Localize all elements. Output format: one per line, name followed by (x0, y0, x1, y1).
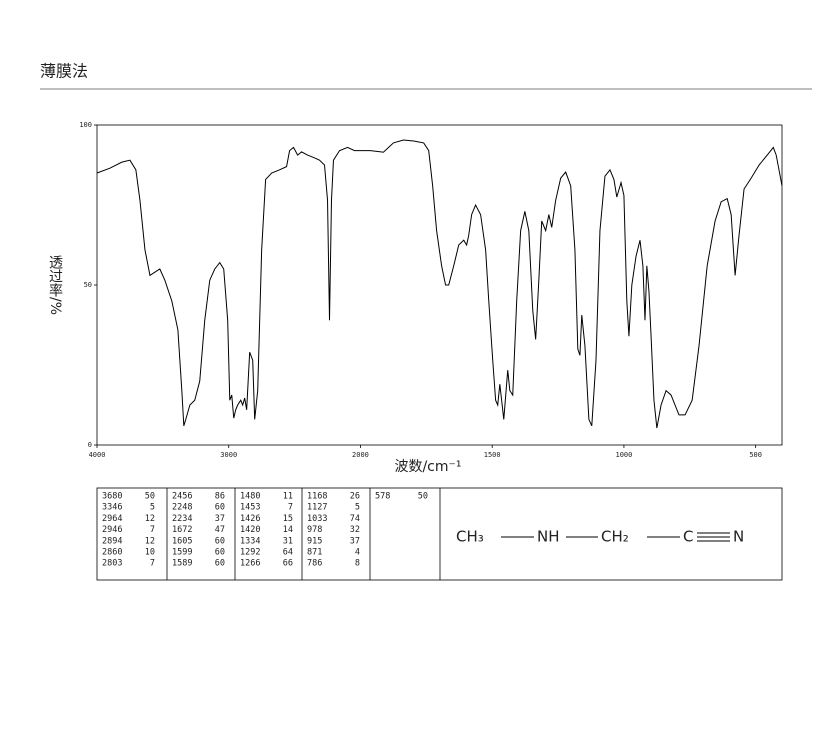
peak-transmittance: 60 (215, 548, 225, 558)
formula-group: N (733, 528, 744, 546)
peak-transmittance: 12 (145, 536, 155, 546)
y-tick-label: 100 (79, 121, 92, 129)
peak-transmittance: 15 (283, 514, 293, 524)
peak-wavenumber: 1426 (240, 514, 260, 524)
peak-transmittance: 31 (283, 536, 293, 546)
peak-transmittance: 26 (350, 492, 360, 502)
peak-transmittance: 4 (355, 548, 360, 558)
peak-wavenumber: 2964 (102, 514, 122, 524)
peak-wavenumber: 1266 (240, 559, 260, 569)
peak-transmittance: 60 (215, 503, 225, 513)
peak-transmittance: 74 (350, 514, 360, 524)
peak-transmittance: 14 (283, 525, 293, 535)
peak-wavenumber: 1334 (240, 536, 260, 546)
peak-wavenumber: 871 (307, 548, 322, 558)
peak-transmittance: 10 (145, 548, 155, 558)
page-title: 薄膜法 (40, 62, 88, 81)
peak-wavenumber: 1589 (172, 559, 192, 569)
peak-wavenumber: 1605 (172, 536, 192, 546)
spectrum-line (96, 139, 783, 429)
y-tick-label: 50 (84, 281, 92, 289)
x-tick-label: 3000 (220, 451, 237, 459)
peak-wavenumber: 1292 (240, 548, 260, 558)
peak-wavenumber: 2803 (102, 559, 122, 569)
formula-group: C (683, 528, 693, 546)
x-tick-label: 500 (749, 451, 762, 459)
peak-wavenumber: 3680 (102, 492, 122, 502)
peak-wavenumber: 1033 (307, 514, 327, 524)
peak-wavenumber: 578 (375, 492, 390, 502)
peak-wavenumber: 915 (307, 536, 322, 546)
peak-transmittance: 5 (355, 503, 360, 513)
peak-transmittance: 7 (150, 559, 155, 569)
peak-wavenumber: 2860 (102, 548, 122, 558)
peak-transmittance: 37 (215, 514, 225, 524)
peak-wavenumber: 2248 (172, 503, 192, 513)
x-tick-label: 2000 (352, 451, 369, 459)
x-tick-label: 1500 (484, 451, 501, 459)
peak-transmittance: 8 (355, 559, 360, 569)
peak-wavenumber: 1168 (307, 492, 327, 502)
peak-transmittance: 50 (145, 492, 155, 502)
x-tick-label: 1000 (615, 451, 632, 459)
table-dividers (166, 488, 441, 580)
peak-transmittance: 37 (350, 536, 360, 546)
peak-transmittance: 64 (283, 548, 293, 558)
plot-frame (96, 124, 783, 446)
x-axis-label: 波数/cm⁻¹ (394, 459, 461, 475)
peak-wavenumber: 2946 (102, 525, 122, 535)
peak-transmittance: 60 (215, 536, 225, 546)
x-tick-label: 4000 (89, 451, 106, 459)
peak-wavenumber: 1672 (172, 525, 192, 535)
formula-group: NH (537, 528, 560, 546)
peak-transmittance: 60 (215, 559, 225, 569)
formula-group: CH₃ (456, 528, 484, 546)
peak-wavenumber: 1599 (172, 548, 192, 558)
y-tick-label: 0 (88, 441, 92, 449)
peak-transmittance: 7 (150, 525, 155, 535)
peak-transmittance: 86 (215, 492, 225, 502)
peak-wavenumber: 2456 (172, 492, 192, 502)
peak-transmittance: 32 (350, 525, 360, 535)
structure-formula: CH₃ NH CH₂ C N (456, 528, 744, 546)
peak-wavenumber: 1420 (240, 525, 260, 535)
peak-transmittance: 47 (215, 525, 225, 535)
peak-transmittance: 5 (150, 503, 155, 513)
peak-wavenumber: 1127 (307, 503, 327, 513)
peak-wavenumber: 1480 (240, 492, 260, 502)
peak-transmittance: 50 (418, 492, 428, 502)
peak-wavenumber: 2894 (102, 536, 122, 546)
peak-transmittance: 11 (283, 492, 293, 502)
peak-wavenumber: 2234 (172, 514, 192, 524)
table-frame (96, 487, 783, 581)
peak-transmittance: 7 (288, 503, 293, 513)
peak-transmittance: 66 (283, 559, 293, 569)
peak-wavenumber: 3346 (102, 503, 122, 513)
peak-wavenumber: 978 (307, 525, 322, 535)
y-axis-label: 透过率/% (47, 255, 63, 315)
peak-wavenumber: 1453 (240, 503, 260, 513)
peak-wavenumber: 786 (307, 559, 322, 569)
formula-group: CH₂ (601, 528, 629, 546)
peak-transmittance: 12 (145, 514, 155, 524)
